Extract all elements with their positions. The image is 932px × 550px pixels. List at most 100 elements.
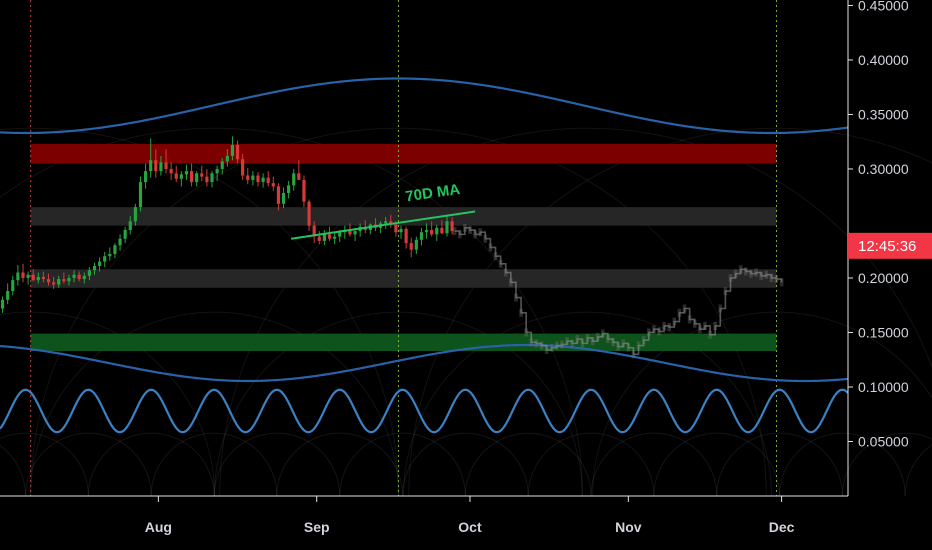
ghost-bar (488, 243, 493, 252)
candle-body (281, 192, 286, 204)
candle-body (389, 221, 393, 225)
ghost-bar (529, 338, 534, 347)
candle-body (450, 221, 454, 232)
cycle-arc-small (527, 432, 655, 497)
ghost-bar (549, 343, 554, 352)
candle-body (409, 243, 413, 250)
ghost-bar (682, 304, 687, 313)
candle-body (404, 228, 408, 244)
price-zone (30, 207, 777, 226)
ghost-bar (570, 339, 574, 348)
cycle-arc-small (339, 432, 466, 497)
candle-body (419, 232, 424, 240)
candle-body (440, 227, 444, 234)
candle-body (123, 230, 127, 239)
fast-cycle-wave (0, 388, 849, 434)
ghost-bar (713, 321, 717, 330)
candle-body (271, 183, 275, 187)
cycle-arc-small (276, 432, 404, 497)
cycle-arc-small (0, 432, 89, 497)
candle-body (292, 173, 296, 186)
ma-annotation: 70D MA (404, 181, 461, 206)
ghost-bar (560, 340, 564, 349)
candle-body (52, 282, 56, 285)
cycle-arc-small (402, 432, 529, 497)
x-tick-label: Aug (145, 519, 172, 535)
ghost-bar (672, 317, 677, 326)
cycle-arc-small (716, 432, 843, 497)
cycle-waves (0, 77, 849, 434)
ghost-bar (662, 321, 666, 330)
candle-body (164, 162, 168, 169)
candle-body (424, 230, 429, 233)
cycle-arc-large (0, 312, 216, 497)
ghost-bar (677, 308, 682, 317)
ghost-bar (463, 223, 467, 232)
ghost-bar (723, 287, 728, 296)
candle-body (348, 230, 352, 235)
x-axis[interactable]: Aug Sep Oct Nov Dec (0, 495, 848, 535)
ghost-bar (585, 333, 590, 342)
ghost-bar (692, 319, 697, 328)
candle-body (16, 272, 20, 281)
ghost-bar (452, 227, 457, 236)
y-tick-label: 0.35000 (858, 106, 909, 122)
candle-body (297, 173, 301, 180)
candle-body (144, 171, 148, 183)
ghost-bar (769, 273, 774, 282)
candle-body (128, 221, 132, 231)
ghost-bar (514, 293, 518, 302)
x-tick-label: Oct (458, 519, 482, 535)
candle-body (41, 276, 46, 280)
candle-body (287, 185, 291, 193)
cycle-arc-large (30, 311, 399, 497)
candle-body (154, 160, 158, 172)
cycle-arc-small (0, 444, 27, 497)
ghost-bar (539, 341, 544, 350)
candle-body (251, 175, 255, 180)
ghost-bar (652, 325, 656, 334)
ghost-bar (703, 321, 707, 330)
cycle-arc-small (779, 432, 906, 497)
candle-body (159, 162, 163, 172)
candle-body (327, 234, 332, 239)
ghost-bar (667, 323, 672, 332)
cycle-arc-small (653, 432, 781, 497)
candle-body (256, 175, 260, 183)
candle-body (220, 161, 224, 169)
ghost-bar (754, 268, 758, 277)
candle-body (246, 175, 250, 180)
candle-body (445, 221, 449, 234)
candle-body (103, 256, 107, 262)
ghost-bar (687, 315, 692, 324)
candle-body (98, 261, 102, 266)
ghost-bar (534, 339, 539, 348)
cycle-arc-small (150, 432, 278, 497)
price-label-background (848, 232, 932, 259)
price-zone (30, 143, 777, 164)
ghost-bar (626, 343, 631, 352)
cycle-arc-large (408, 127, 932, 497)
candle-body (353, 231, 357, 235)
candle-body (82, 275, 86, 280)
ghost-bar (575, 335, 580, 344)
cycle-arc-large (219, 127, 932, 497)
cycle-arc-small (464, 432, 592, 497)
ghost-bar (718, 304, 723, 313)
x-tick-label: Sep (304, 519, 330, 535)
candle-body (67, 277, 71, 282)
y-axis[interactable]: 0.45000 0.40000 0.35000 0.30000 0.20000 0.150… (847, 0, 909, 496)
candle-body (138, 182, 143, 208)
ghost-bar (555, 341, 559, 350)
ghost-projection (452, 223, 784, 359)
ghost-bar (646, 328, 651, 337)
cycle-arc-large (0, 127, 399, 497)
ghost-bar (641, 336, 646, 345)
ghost-bar (738, 265, 743, 274)
candle-body (414, 239, 418, 250)
cycle-arc-large (0, 127, 583, 497)
ghost-bar (590, 337, 595, 346)
candle-body (36, 276, 40, 281)
candle-body (302, 179, 306, 202)
